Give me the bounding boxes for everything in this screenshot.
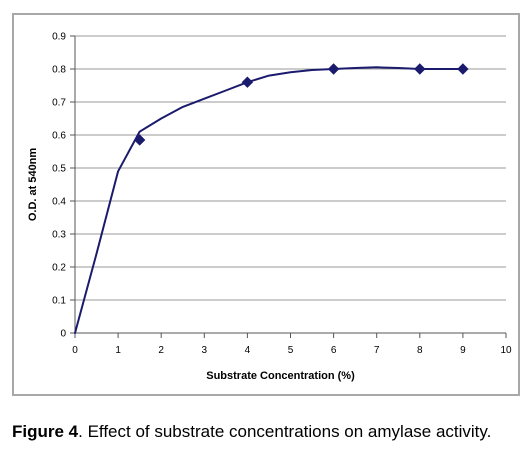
y-tick-label: 0.5	[52, 164, 66, 175]
y-tick-label: 0.2	[52, 263, 66, 274]
series-layer	[74, 63, 469, 334]
data-point-marker	[457, 63, 469, 75]
data-point-marker	[327, 63, 340, 75]
y-tick-label: 0.3	[52, 230, 66, 241]
y-tick-label: 0.4	[52, 197, 66, 208]
data-point-marker	[133, 134, 146, 146]
chart-frame: 0 0.1 0.2 0.3 0.4 0.5 0.6 0.7 0.8 0.9 0 1 2 3 4 5 6 7 8 9 10…	[12, 13, 520, 396]
x-tick-label: 7	[374, 345, 380, 356]
y-tick-label: 0	[60, 329, 66, 340]
y-tick-label: 0.6	[52, 131, 66, 142]
data-point-marker	[414, 63, 426, 75]
y-tick-label: 0.9	[52, 32, 66, 43]
y-tick-label: 0.1	[52, 296, 66, 307]
gridlines	[75, 35, 506, 301]
series-line	[74, 66, 464, 334]
x-tick-label: 4	[245, 345, 251, 356]
x-tick-label: 1	[115, 345, 121, 356]
x-tick-label: 6	[331, 345, 337, 356]
y-axis-title: O.D. at 540nm	[27, 148, 39, 222]
caption-label: Figure 4	[12, 422, 79, 441]
x-tick-label: 2	[158, 345, 164, 356]
data-point-marker	[241, 76, 254, 88]
line-chart: 0 0.1 0.2 0.3 0.4 0.5 0.6 0.7 0.8 0.9 0 1 2 3 4 5 6 7 8 9 10…	[27, 32, 512, 383]
figure-caption: Figure 4. Effect of substrate concentrat…	[12, 421, 522, 442]
x-axis-title: Substrate Concentration (%)	[206, 370, 355, 382]
axes	[70, 35, 507, 338]
x-tick-label: 8	[417, 345, 423, 356]
y-tick-label: 0.7	[52, 98, 66, 109]
x-tick-label: 10	[500, 345, 512, 356]
x-tick-label: 0	[72, 345, 78, 356]
axis-labels: 0 0.1 0.2 0.3 0.4 0.5 0.6 0.7 0.8 0.9 0 1 2 3 4 5 6 7 8 9 10…	[27, 32, 512, 383]
x-tick-label: 5	[288, 345, 294, 356]
caption-text: . Effect of substrate concentrations on …	[78, 422, 492, 441]
x-tick-label: 3	[202, 345, 208, 356]
x-tick-label: 9	[460, 345, 466, 356]
y-tick-label: 0.8	[52, 65, 66, 76]
